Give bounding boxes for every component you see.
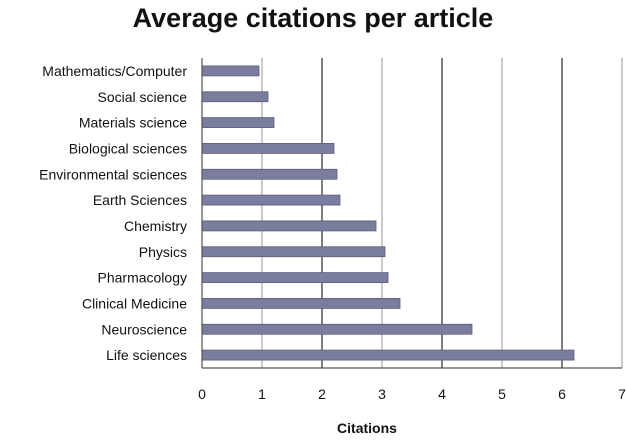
- bar-7: [201, 246, 386, 258]
- x-axis-title: Citations: [337, 420, 397, 436]
- bar-4: [201, 168, 338, 180]
- axes: [201, 58, 622, 369]
- x-tick-label-7: 7: [618, 386, 626, 402]
- bar-1: [201, 91, 269, 103]
- category-label-10: Neuroscience: [101, 321, 187, 337]
- bar-2: [201, 117, 275, 128]
- category-label-3: Biological sciences: [69, 140, 187, 156]
- category-label-6: Chemistry: [124, 218, 187, 234]
- x-tick-label-3: 3: [378, 386, 386, 402]
- category-label-7: Physics: [139, 244, 187, 260]
- category-label-9: Clinical Medicine: [82, 295, 187, 311]
- category-labels: Mathematics/Computer Social science Materi…: [39, 63, 187, 363]
- bar-0: [201, 65, 260, 77]
- category-label-8: Pharmacology: [98, 270, 188, 286]
- gridlines: [261, 58, 623, 368]
- x-tick-labels: 0 1 2 3 4 5 6 7: [198, 386, 626, 402]
- chart-title: Average citations per article: [133, 3, 494, 33]
- bar-5: [201, 194, 341, 206]
- x-tick-label-4: 4: [438, 386, 446, 402]
- bar-3: [201, 143, 335, 154]
- bar-8: [201, 272, 389, 283]
- x-tick-label-0: 0: [198, 386, 206, 402]
- bar-9: [201, 298, 401, 309]
- category-label-4: Environmental sciences: [39, 166, 187, 182]
- bar-6: [201, 220, 377, 232]
- x-tick-label-5: 5: [498, 386, 506, 402]
- bar-10: [201, 323, 473, 335]
- category-label-11: Life sciences: [106, 347, 187, 363]
- x-tick-label-2: 2: [318, 386, 326, 402]
- category-label-0: Mathematics/Computer: [42, 63, 187, 79]
- x-tick-label-1: 1: [258, 386, 266, 402]
- category-label-2: Materials science: [79, 115, 187, 131]
- bars: [201, 65, 575, 361]
- bar-11: [201, 349, 575, 361]
- category-label-5: Earth Sciences: [93, 192, 187, 208]
- category-label-1: Social science: [98, 89, 188, 105]
- x-tick-label-6: 6: [558, 386, 566, 402]
